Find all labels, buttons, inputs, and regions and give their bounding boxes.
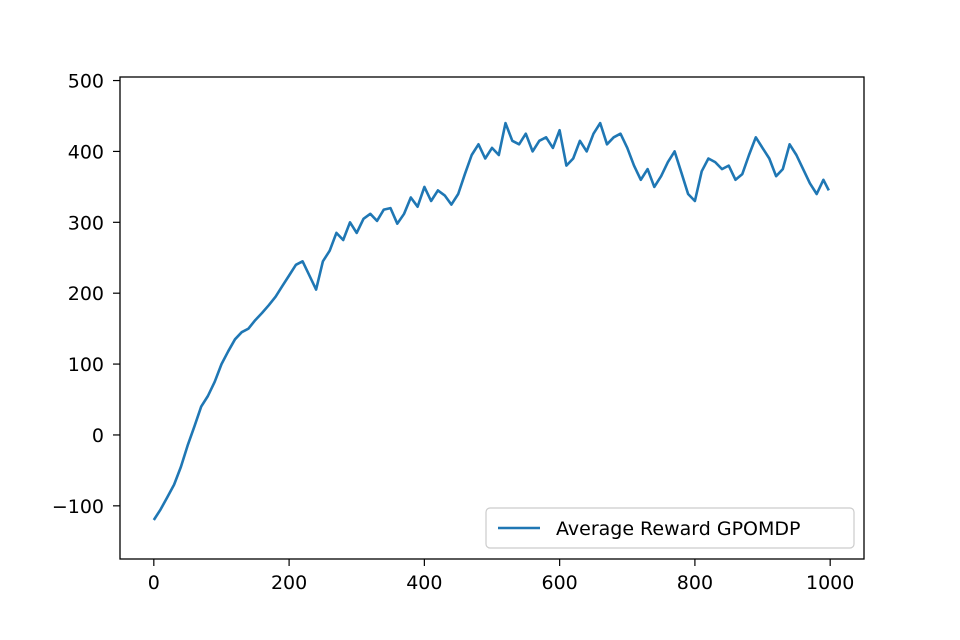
series-line-average-reward-gpomdp — [152, 121, 830, 521]
y-axis: −100 0 100 200 300 400 500 — [52, 71, 120, 518]
x-tick-label: 600 — [542, 572, 578, 594]
axes-frame — [119, 76, 865, 560]
x-tick-label: 200 — [271, 572, 307, 594]
y-tick-label: 0 — [92, 425, 104, 447]
plot-area — [152, 121, 830, 521]
x-tick-label: 400 — [406, 572, 442, 594]
legend-box — [485, 507, 855, 549]
x-tick-label: 800 — [677, 572, 713, 594]
y-tick-label: 300 — [68, 212, 104, 234]
y-tick-label: 200 — [68, 283, 104, 305]
y-tick-label: 500 — [68, 71, 104, 93]
x-tick-label: 1000 — [806, 572, 854, 594]
x-axis: 0 200 400 600 800 1000 — [148, 559, 854, 594]
legend-label: Average Reward GPOMDP — [556, 518, 800, 540]
y-tick-label: 100 — [68, 354, 104, 376]
legend: Average Reward GPOMDP — [485, 507, 855, 549]
y-tick-label: 400 — [68, 141, 104, 163]
y-tick-label: −100 — [52, 496, 104, 518]
x-tick-label: 0 — [148, 572, 160, 594]
